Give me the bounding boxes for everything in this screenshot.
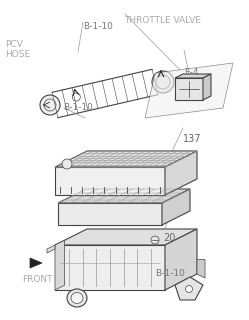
Polygon shape: [165, 229, 197, 290]
Circle shape: [62, 159, 72, 169]
Polygon shape: [145, 63, 233, 118]
Polygon shape: [47, 245, 55, 253]
Polygon shape: [58, 189, 190, 203]
Polygon shape: [175, 277, 203, 300]
Polygon shape: [197, 260, 205, 278]
Text: B-1-10: B-1-10: [63, 103, 93, 112]
Text: PCV
HOSE: PCV HOSE: [5, 40, 30, 59]
Circle shape: [151, 236, 159, 244]
Polygon shape: [162, 189, 190, 225]
Ellipse shape: [71, 292, 83, 303]
Text: B-1-10: B-1-10: [83, 22, 113, 31]
Text: 20: 20: [163, 233, 176, 244]
Text: THROTTLE VALVE: THROTTLE VALVE: [124, 16, 201, 25]
Polygon shape: [203, 74, 211, 100]
Polygon shape: [55, 167, 165, 195]
Text: 137: 137: [183, 134, 201, 144]
Text: FRONT: FRONT: [22, 276, 53, 284]
Circle shape: [40, 95, 60, 115]
Ellipse shape: [67, 289, 87, 307]
Text: 11: 11: [173, 192, 185, 202]
Polygon shape: [55, 151, 197, 167]
Polygon shape: [55, 245, 165, 290]
Circle shape: [152, 71, 174, 93]
Polygon shape: [165, 151, 197, 195]
Polygon shape: [30, 258, 42, 268]
Polygon shape: [55, 240, 64, 290]
Text: E-4: E-4: [184, 68, 199, 76]
Text: 6: 6: [163, 169, 169, 180]
Circle shape: [186, 285, 192, 292]
Polygon shape: [175, 74, 211, 78]
Polygon shape: [58, 203, 162, 225]
Polygon shape: [175, 78, 203, 100]
Text: B-1-10: B-1-10: [156, 269, 186, 278]
Polygon shape: [55, 229, 197, 245]
